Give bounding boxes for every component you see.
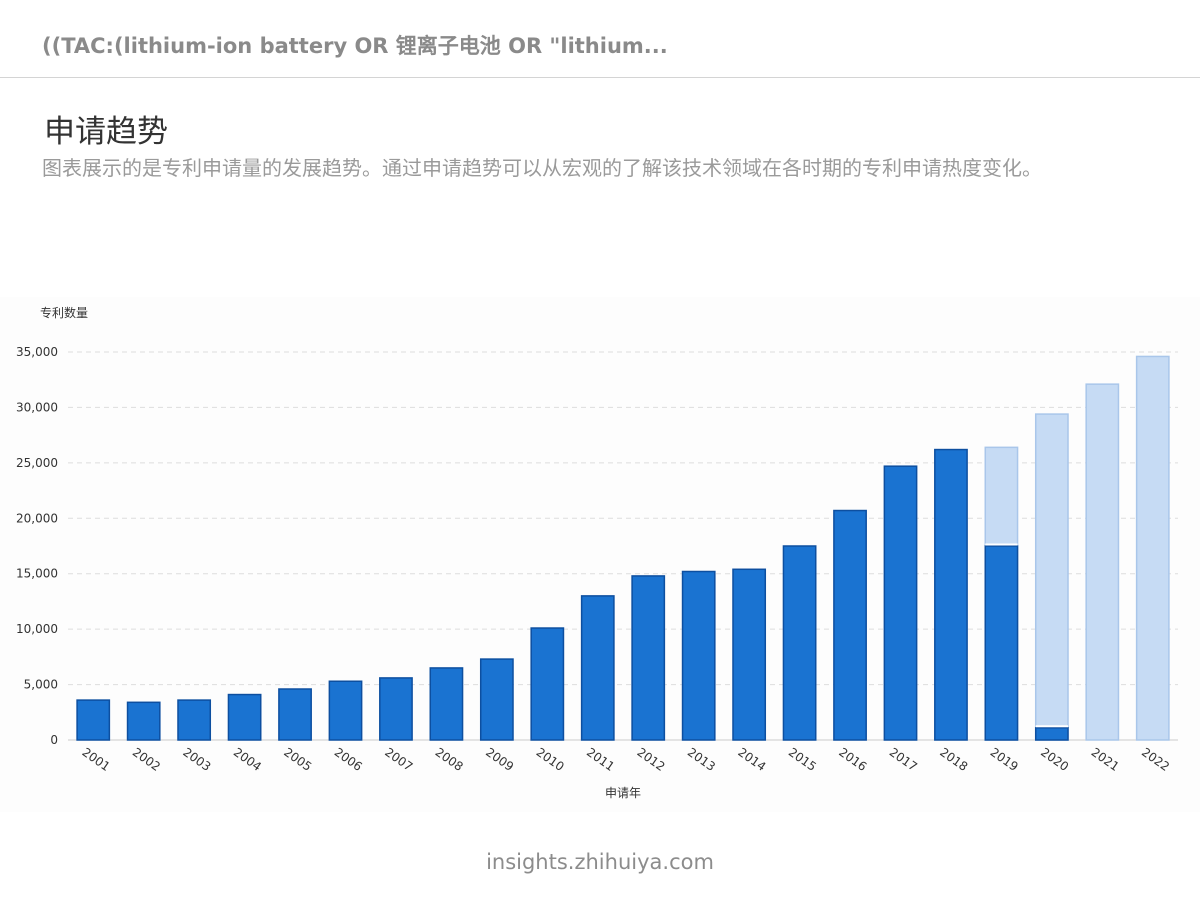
- bar-2020: [1034, 727, 1069, 741]
- bar-2002: [126, 701, 161, 741]
- bar-2016: [833, 509, 867, 741]
- x-tick-label-2015: 2015: [786, 745, 819, 774]
- x-tick-label-2013: 2013: [685, 745, 718, 774]
- bar-2012: [631, 575, 666, 741]
- patent-trend-chart: 0 5,000 10,000 15,000 20,000 25,000 30,000 35,0…: [16, 305, 1178, 800]
- x-axis-title: 申请年: [605, 786, 641, 800]
- x-tick-label-2020: 2020: [1038, 745, 1071, 774]
- bar-2013: [681, 570, 716, 741]
- y-tick-label: 15,000: [16, 567, 58, 581]
- x-tick-label-2016: 2016: [836, 745, 869, 774]
- bar-2004: [227, 693, 262, 741]
- bar-2003: [177, 699, 212, 741]
- x-tick-label-2008: 2008: [433, 745, 466, 774]
- bar-light-2021: [1085, 383, 1120, 741]
- x-tick-label-2002: 2002: [130, 745, 163, 774]
- y-tick-label: 30,000: [16, 400, 58, 414]
- bar-2001: [76, 699, 111, 741]
- header-bar: ((TAC:(lithium-ion battery OR 锂离子电池 OR "…: [0, 0, 1200, 78]
- x-tick-label-2021: 2021: [1089, 745, 1122, 774]
- bar-2006: [328, 680, 363, 741]
- bar-light-2020: [1034, 413, 1069, 741]
- x-tick-label-2022: 2022: [1139, 745, 1172, 774]
- y-axis-title: 专利数量: [40, 305, 88, 320]
- x-tick-label-2006: 2006: [332, 745, 365, 774]
- bar-2009: [479, 658, 514, 741]
- bar-2017: [883, 465, 918, 741]
- bar-2019: [984, 545, 1019, 741]
- x-tick-label-2019: 2019: [988, 745, 1021, 774]
- search-query-title: ((TAC:(lithium-ion battery OR 锂离子电池 OR "…: [42, 34, 668, 58]
- source-footer: insights.zhihuiya.com: [486, 850, 714, 874]
- bar-2011: [580, 595, 615, 741]
- x-tick-label-2007: 2007: [382, 745, 415, 774]
- bar-2007: [379, 677, 413, 741]
- bar-light-2022: [1135, 355, 1170, 741]
- y-tick-label: 0: [50, 733, 58, 747]
- y-tick-label: 5,000: [24, 678, 58, 692]
- y-tick-label: 25,000: [16, 456, 58, 470]
- x-tick-label-2018: 2018: [937, 745, 970, 774]
- section-title: 申请趋势: [44, 114, 168, 150]
- y-tick-label: 10,000: [16, 622, 58, 636]
- bar-2014: [732, 568, 767, 741]
- x-tick-label-2017: 2017: [887, 745, 920, 774]
- section-description: 图表展示的是专利申请量的发展趋势。通过申请趋势可以从宏观的了解该技术领域在各时期…: [42, 156, 1042, 180]
- y-tick-label: 35,000: [16, 345, 58, 359]
- bar-2018: [934, 448, 968, 741]
- x-tick-label-2004: 2004: [231, 745, 264, 774]
- bar-2015: [782, 545, 817, 741]
- bar-2005: [278, 688, 312, 741]
- x-tick-label-2011: 2011: [584, 745, 617, 774]
- x-tick-label-2009: 2009: [483, 745, 516, 774]
- x-tick-label-2014: 2014: [735, 745, 768, 774]
- x-tick-label-2012: 2012: [635, 745, 668, 774]
- x-tick-label-2010: 2010: [534, 745, 567, 774]
- bar-2008: [429, 667, 464, 741]
- x-tick-label-2001: 2001: [80, 745, 113, 774]
- y-tick-label: 20,000: [16, 511, 58, 525]
- x-tick-label-2003: 2003: [180, 745, 213, 774]
- bar-2010: [530, 627, 565, 741]
- x-tick-label-2005: 2005: [281, 745, 314, 774]
- chart-panel: 0 5,000 10,000 15,000 20,000 25,000 30,000 35,0…: [0, 297, 1200, 812]
